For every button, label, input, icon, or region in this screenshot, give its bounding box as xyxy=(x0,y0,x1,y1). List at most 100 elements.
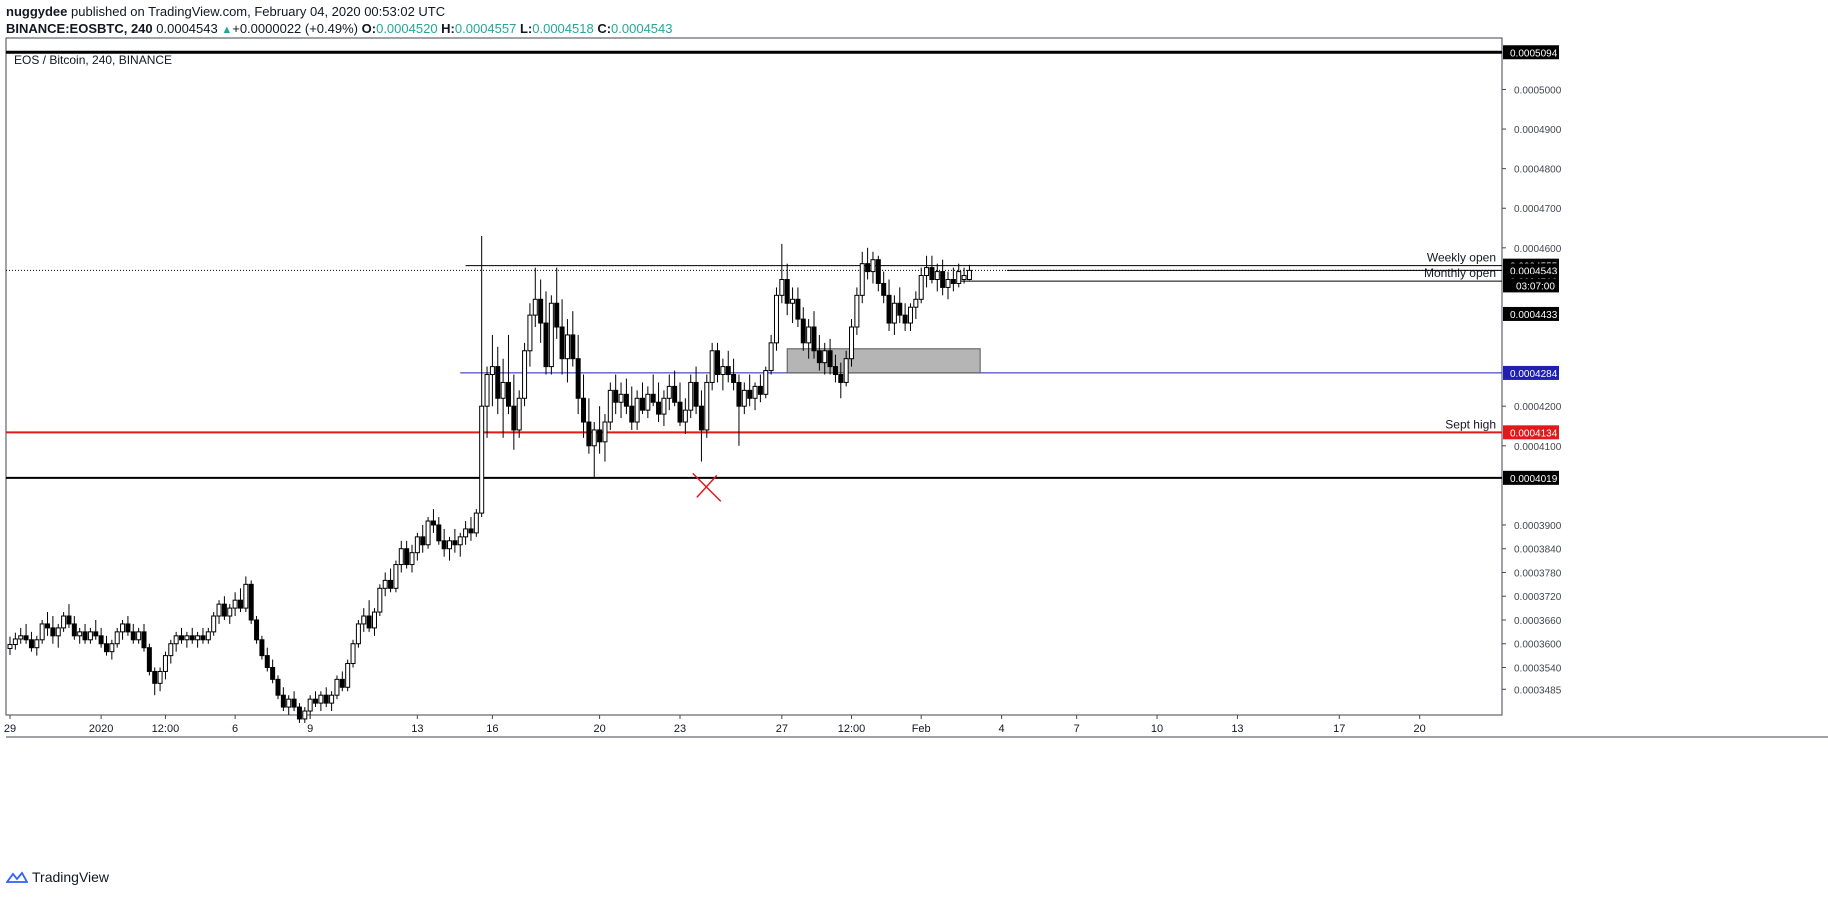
candle-down xyxy=(731,374,737,383)
candle-up xyxy=(55,627,61,637)
candle-down xyxy=(570,334,576,360)
candle-down xyxy=(404,548,410,566)
x-tick-label: 17 xyxy=(1333,723,1345,735)
candle-down xyxy=(816,350,822,364)
candle-up xyxy=(286,698,292,708)
candle-down xyxy=(827,350,833,368)
author-name[interactable]: nuggydee xyxy=(6,4,68,19)
candle-down xyxy=(23,635,29,641)
x-tick-label: 9 xyxy=(307,723,313,735)
candle-up xyxy=(607,389,613,423)
candle-down xyxy=(736,381,742,407)
candle-down xyxy=(280,694,286,708)
x-tick-label: Feb xyxy=(912,723,931,735)
candle-up xyxy=(12,638,18,646)
publish-header: nuggydee published on TradingView.com, F… xyxy=(6,4,445,19)
price-tag-label: 0.0004543 xyxy=(1510,266,1558,277)
candle-up xyxy=(195,635,201,641)
candle-down xyxy=(559,326,565,360)
price-tag-label: 0.0004019 xyxy=(1510,474,1558,485)
candle-up xyxy=(666,385,672,399)
candle-down xyxy=(189,635,195,641)
candle-up xyxy=(243,583,249,609)
candle-down xyxy=(130,631,136,641)
footer-brand[interactable]: TradingView xyxy=(32,869,110,885)
candle-down xyxy=(45,623,51,629)
candle-up xyxy=(409,552,415,566)
candle-up xyxy=(205,631,211,641)
candle-up xyxy=(136,631,142,641)
candle-down xyxy=(66,615,72,625)
y-tick-label: 0.0003660 xyxy=(1514,616,1562,627)
price-tag xyxy=(1503,306,1559,321)
candle-down xyxy=(420,536,426,546)
x-tick-label: 27 xyxy=(776,723,788,735)
candle-up xyxy=(645,393,651,411)
candle-down xyxy=(538,298,544,324)
candle-down xyxy=(575,358,581,399)
candle-down xyxy=(597,429,603,443)
candle-up xyxy=(790,298,796,304)
candle-down xyxy=(811,326,817,352)
price-axis[interactable]: 0.00050940.00045550.00045430.00045160.00… xyxy=(1502,45,1562,696)
candle-up xyxy=(966,269,972,281)
price-tag-label: 0.0005094 xyxy=(1510,48,1558,59)
candle-down xyxy=(554,302,560,328)
candle-down xyxy=(698,405,704,431)
y-tick-label: 0.0003720 xyxy=(1514,592,1562,603)
candle-up xyxy=(602,421,608,443)
y-tick-label: 0.0004800 xyxy=(1514,165,1562,176)
candle-up xyxy=(334,678,340,696)
candle-down xyxy=(511,405,517,431)
candle-down xyxy=(613,389,619,403)
price-tag-label: 0.0004284 xyxy=(1510,369,1558,380)
y-tick-label: 0.0003780 xyxy=(1514,568,1562,579)
y-tick-label: 0.0003485 xyxy=(1514,685,1562,696)
candle-down xyxy=(296,706,302,720)
candle-up xyxy=(709,350,715,383)
symbol-label: BINANCE:EOSBTC, 240 xyxy=(6,21,153,36)
candle-down xyxy=(323,694,329,704)
candle-down xyxy=(672,385,678,403)
candle-down xyxy=(270,666,276,680)
candle-up xyxy=(527,314,533,352)
candle-up xyxy=(168,643,174,657)
candle-down xyxy=(436,524,442,542)
candle-down xyxy=(125,623,131,633)
candle-up xyxy=(157,670,163,684)
candle-up xyxy=(414,536,420,554)
candle-down xyxy=(441,540,447,550)
candle-down xyxy=(248,583,254,621)
candle-up xyxy=(688,381,694,411)
level-text: Sept high xyxy=(1445,417,1496,431)
x-tick-label: 16 xyxy=(486,723,498,735)
chart-title: EOS / Bitcoin, 240, BINANCE xyxy=(14,53,172,67)
candle-down xyxy=(505,381,511,407)
y-tick-label: 0.0004200 xyxy=(1514,402,1562,413)
price-tag xyxy=(1503,425,1559,440)
candle-down xyxy=(152,670,158,684)
candle-down xyxy=(832,366,838,376)
candle-up xyxy=(318,694,324,704)
y-tick-label: 0.0005000 xyxy=(1514,85,1562,96)
candle-up xyxy=(382,579,388,589)
y-tick-label: 0.0004700 xyxy=(1514,204,1562,215)
candle-down xyxy=(264,655,270,668)
candle-up xyxy=(918,275,924,300)
candle-up xyxy=(350,643,356,665)
candle-up xyxy=(870,259,876,273)
candle-down xyxy=(693,381,699,407)
plot-border xyxy=(5,37,1503,716)
price-tag xyxy=(1503,45,1559,60)
candle-up xyxy=(447,540,453,550)
candle-up xyxy=(232,599,238,609)
x-tick-label: 23 xyxy=(674,723,686,735)
candle-down xyxy=(179,635,185,641)
candle-down xyxy=(902,314,908,324)
candle-down xyxy=(313,698,319,704)
time-axis[interactable]: 29 2020 12:00 6 9 13 16 20 23 27 12:00 Feb 4 7 10 13 17 2… xyxy=(4,715,1426,735)
candle-down xyxy=(656,401,662,415)
candle-up xyxy=(120,623,126,633)
candle-down xyxy=(543,322,549,368)
